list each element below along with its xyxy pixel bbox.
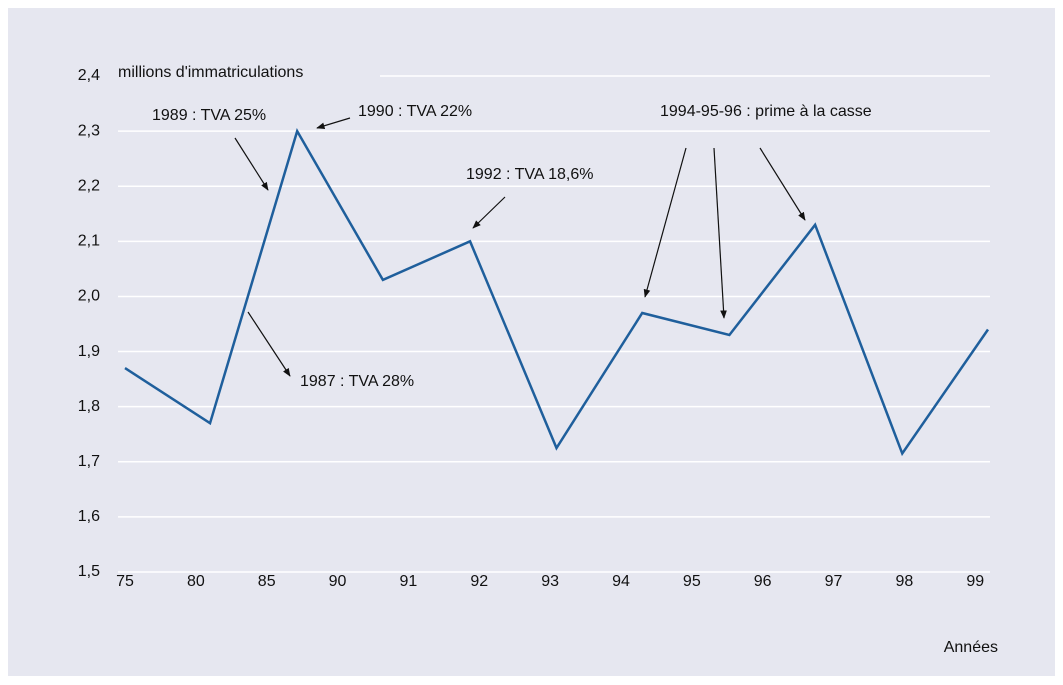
annotation: 1989 : TVA 25% [152,107,266,124]
x-tick-label: 94 [612,573,630,590]
annotation: 1994-95-96 : prime à la casse [660,103,872,120]
label-bg [114,60,380,86]
plot [124,127,990,457]
arrow [472,196,506,229]
arrow [234,137,269,191]
arrow [713,147,727,319]
x-tick-label: 96 [754,573,772,590]
data-line [124,127,990,457]
x-tick-label: 97 [825,573,843,590]
y-tick-label: 2,1 [78,233,100,250]
arrow [247,311,291,377]
x-tick-label: 85 [258,573,276,590]
x-tick-label: 93 [541,573,559,590]
x-tick-label: 75 [116,573,134,590]
panel [8,8,1055,676]
arrow [643,147,687,298]
x-tick-label: 80 [187,573,205,590]
y-tick-label: 1,5 [78,563,100,580]
arrow [316,117,351,130]
x-tick-label: 90 [329,573,347,590]
y-tick-label: 1,8 [78,398,100,415]
x-tick-label: 95 [683,573,701,590]
y-tick-label: 2,2 [78,177,100,194]
x-axis-label: Années [944,639,998,656]
annotation: 1987 : TVA 28% [300,373,414,390]
y-tick-label: 2,4 [78,67,100,84]
y-tick-label: 1,9 [78,343,100,360]
x-tick-label: 98 [895,573,913,590]
annotation: 1992 : TVA 18,6% [466,166,594,183]
arrow [759,147,806,221]
x-tick-label: 92 [470,573,488,590]
y-axis-label: millions d'immatriculations [118,64,303,81]
y-tick-label: 2,0 [78,288,100,305]
x-tick-label: 99 [966,573,984,590]
y-tick-label: 1,6 [78,508,100,525]
x-tick-label: 91 [400,573,418,590]
y-tick-label: 2,3 [78,122,100,139]
annotation: 1990 : TVA 22% [358,103,472,120]
y-tick-label: 1,7 [78,453,100,470]
